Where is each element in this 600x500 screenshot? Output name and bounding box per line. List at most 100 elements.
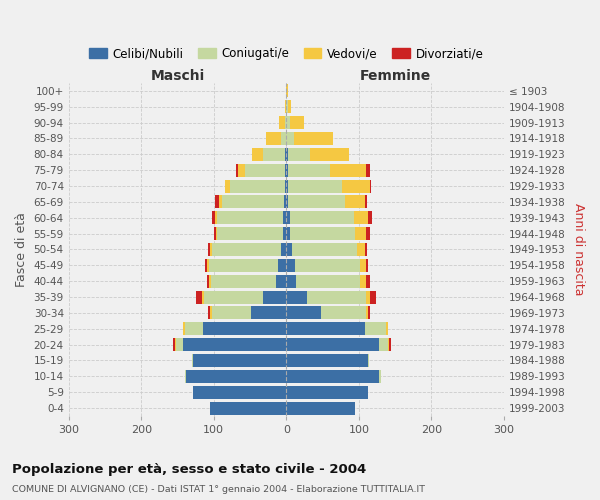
Bar bbox=[289, 196, 345, 208]
Bar bbox=[361, 259, 366, 272]
Bar bbox=[215, 212, 217, 224]
Bar bbox=[203, 322, 286, 336]
Bar bbox=[279, 116, 285, 129]
Bar bbox=[211, 274, 276, 287]
Bar bbox=[286, 116, 290, 129]
Bar bbox=[210, 243, 212, 256]
Bar bbox=[366, 274, 370, 287]
Bar bbox=[185, 370, 186, 383]
Bar bbox=[196, 290, 202, 304]
Bar bbox=[366, 306, 368, 320]
Bar bbox=[296, 274, 361, 287]
Bar bbox=[286, 227, 290, 240]
Bar bbox=[252, 148, 263, 161]
Bar bbox=[236, 164, 238, 176]
Bar bbox=[208, 243, 210, 256]
Bar bbox=[286, 212, 290, 224]
Bar bbox=[288, 148, 310, 161]
Bar bbox=[366, 164, 370, 176]
Bar bbox=[286, 243, 292, 256]
Text: COMUNE DI ALVIGNANO (CE) - Dati ISTAT 1° gennaio 2004 - Elaborazione TUTTITALIA.: COMUNE DI ALVIGNANO (CE) - Dati ISTAT 1°… bbox=[12, 485, 425, 494]
Bar bbox=[283, 227, 286, 240]
Bar bbox=[203, 290, 263, 304]
Bar bbox=[263, 290, 286, 304]
Bar bbox=[288, 180, 342, 192]
Bar bbox=[365, 243, 367, 256]
Bar bbox=[281, 132, 286, 145]
Bar bbox=[290, 212, 354, 224]
Bar bbox=[355, 227, 366, 240]
Text: Femmine: Femmine bbox=[359, 69, 431, 83]
Bar bbox=[310, 148, 349, 161]
Bar bbox=[212, 306, 251, 320]
Bar bbox=[307, 290, 366, 304]
Bar bbox=[286, 132, 293, 145]
Bar bbox=[209, 274, 211, 287]
Bar bbox=[214, 227, 216, 240]
Bar bbox=[286, 402, 355, 414]
Legend: Celibi/Nubili, Coniugati/e, Vedovi/e, Divorziati/e: Celibi/Nubili, Coniugati/e, Vedovi/e, Di… bbox=[85, 42, 488, 64]
Bar bbox=[215, 196, 219, 208]
Bar bbox=[217, 212, 283, 224]
Bar bbox=[366, 290, 370, 304]
Bar bbox=[217, 227, 283, 240]
Bar bbox=[379, 338, 388, 351]
Bar bbox=[365, 196, 367, 208]
Bar bbox=[224, 180, 230, 192]
Bar bbox=[183, 322, 185, 336]
Bar bbox=[368, 212, 372, 224]
Bar bbox=[286, 274, 296, 287]
Bar bbox=[379, 370, 380, 383]
Bar bbox=[286, 386, 368, 398]
Text: Maschi: Maschi bbox=[151, 69, 205, 83]
Bar bbox=[278, 259, 286, 272]
Bar bbox=[370, 290, 376, 304]
Bar bbox=[342, 180, 370, 192]
Bar bbox=[285, 100, 286, 114]
Bar bbox=[276, 274, 286, 287]
Bar bbox=[212, 212, 215, 224]
Bar bbox=[176, 338, 183, 351]
Bar bbox=[365, 322, 386, 336]
Bar bbox=[285, 164, 286, 176]
Bar bbox=[263, 148, 285, 161]
Bar bbox=[223, 196, 284, 208]
Bar bbox=[283, 212, 286, 224]
Bar bbox=[219, 196, 223, 208]
Bar bbox=[286, 100, 288, 114]
Bar bbox=[288, 100, 292, 114]
Bar bbox=[210, 402, 286, 414]
Bar bbox=[354, 212, 368, 224]
Bar bbox=[192, 354, 193, 367]
Bar bbox=[285, 180, 286, 192]
Bar bbox=[230, 180, 285, 192]
Bar bbox=[330, 164, 366, 176]
Bar bbox=[370, 180, 371, 192]
Bar bbox=[366, 227, 370, 240]
Bar bbox=[286, 370, 379, 383]
Bar bbox=[293, 132, 334, 145]
Bar bbox=[286, 259, 295, 272]
Bar bbox=[286, 306, 321, 320]
Bar bbox=[238, 164, 245, 176]
Bar bbox=[388, 338, 389, 351]
Bar bbox=[295, 259, 361, 272]
Y-axis label: Fasce di età: Fasce di età bbox=[15, 212, 28, 287]
Bar bbox=[205, 259, 207, 272]
Bar bbox=[286, 164, 288, 176]
Bar bbox=[216, 227, 217, 240]
Bar bbox=[251, 306, 286, 320]
Bar bbox=[193, 354, 286, 367]
Bar bbox=[286, 148, 288, 161]
Bar bbox=[207, 259, 209, 272]
Bar bbox=[285, 116, 286, 129]
Bar bbox=[290, 116, 304, 129]
Bar bbox=[185, 322, 203, 336]
Bar bbox=[208, 306, 210, 320]
Bar bbox=[207, 274, 209, 287]
Bar bbox=[288, 164, 330, 176]
Bar bbox=[290, 227, 355, 240]
Bar bbox=[209, 259, 278, 272]
Bar bbox=[202, 290, 203, 304]
Bar bbox=[368, 306, 370, 320]
